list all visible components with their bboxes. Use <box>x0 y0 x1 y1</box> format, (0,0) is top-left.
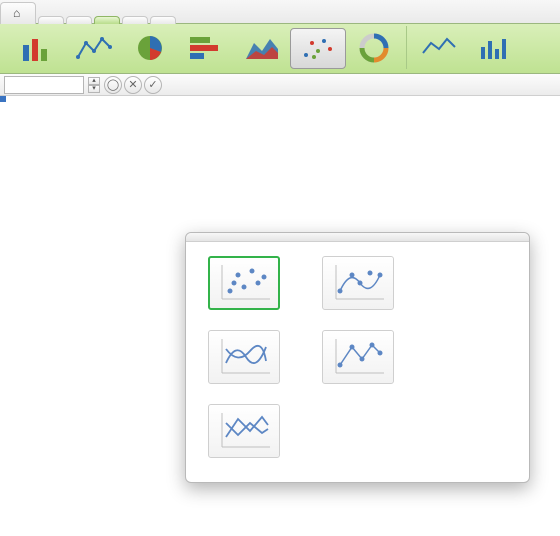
selection-handle[interactable] <box>0 96 6 102</box>
tab-tables[interactable] <box>66 16 92 24</box>
home-icon: ⌂ <box>13 6 20 20</box>
other-chart-icon <box>356 33 392 63</box>
selection-frame <box>0 96 4 100</box>
option-straight-marked-scatter[interactable] <box>312 330 404 390</box>
confirm-button[interactable]: ✓ <box>144 76 162 94</box>
straight-marked-scatter-icon <box>328 335 388 379</box>
tab-charts[interactable] <box>94 16 120 24</box>
ribbon-button-scatter[interactable] <box>290 28 346 69</box>
ribbon-button-bar[interactable] <box>178 28 234 69</box>
ribbon-group-insert-chart <box>6 26 407 69</box>
ribbon-button-column[interactable] <box>10 28 66 69</box>
sparkline-column-icon <box>477 33 513 63</box>
option-marked-scatter[interactable] <box>198 256 290 316</box>
line-chart-icon <box>76 33 112 63</box>
ribbon <box>0 24 560 74</box>
ribbon-button-other[interactable] <box>346 28 402 69</box>
scatter-chart-icon <box>300 33 336 63</box>
option-straight-lined-scatter[interactable] <box>198 404 290 464</box>
formula-bar: ▴▾ ◯ ✕ ✓ <box>0 74 560 96</box>
reference-button[interactable]: ◯ <box>104 76 122 94</box>
tab-formulas[interactable] <box>150 16 176 24</box>
ribbon-button-pie[interactable] <box>122 28 178 69</box>
pie-chart-icon <box>132 33 168 63</box>
ribbon-button-sparkline-column[interactable] <box>467 28 523 69</box>
ribbon-group-insert-sparklines <box>407 26 527 69</box>
bar-chart-icon <box>188 33 224 63</box>
smooth-marked-scatter-icon <box>328 261 388 305</box>
area-chart-icon <box>244 33 280 63</box>
name-box-stepper[interactable]: ▴▾ <box>88 77 100 93</box>
smooth-lined-scatter-icon <box>214 335 274 379</box>
column-chart-icon <box>20 33 56 63</box>
scatter-popover <box>185 232 530 483</box>
option-smooth-marked-scatter[interactable] <box>312 256 404 316</box>
marked-scatter-icon <box>214 261 274 305</box>
straight-lined-scatter-icon <box>214 409 274 453</box>
tab-home[interactable]: ⌂ <box>0 2 36 24</box>
ribbon-button-line[interactable] <box>66 28 122 69</box>
ribbon-button-sparkline-line[interactable] <box>411 28 467 69</box>
option-smooth-lined-scatter[interactable] <box>198 330 290 390</box>
ribbon-button-area[interactable] <box>234 28 290 69</box>
tab-layout[interactable] <box>38 16 64 24</box>
name-box[interactable] <box>4 76 84 94</box>
sparkline-line-icon <box>421 33 457 63</box>
tab-strip: ⌂ <box>0 0 560 24</box>
cancel-button[interactable]: ✕ <box>124 76 142 94</box>
popover-title <box>186 233 529 242</box>
tab-smartart[interactable] <box>122 16 148 24</box>
